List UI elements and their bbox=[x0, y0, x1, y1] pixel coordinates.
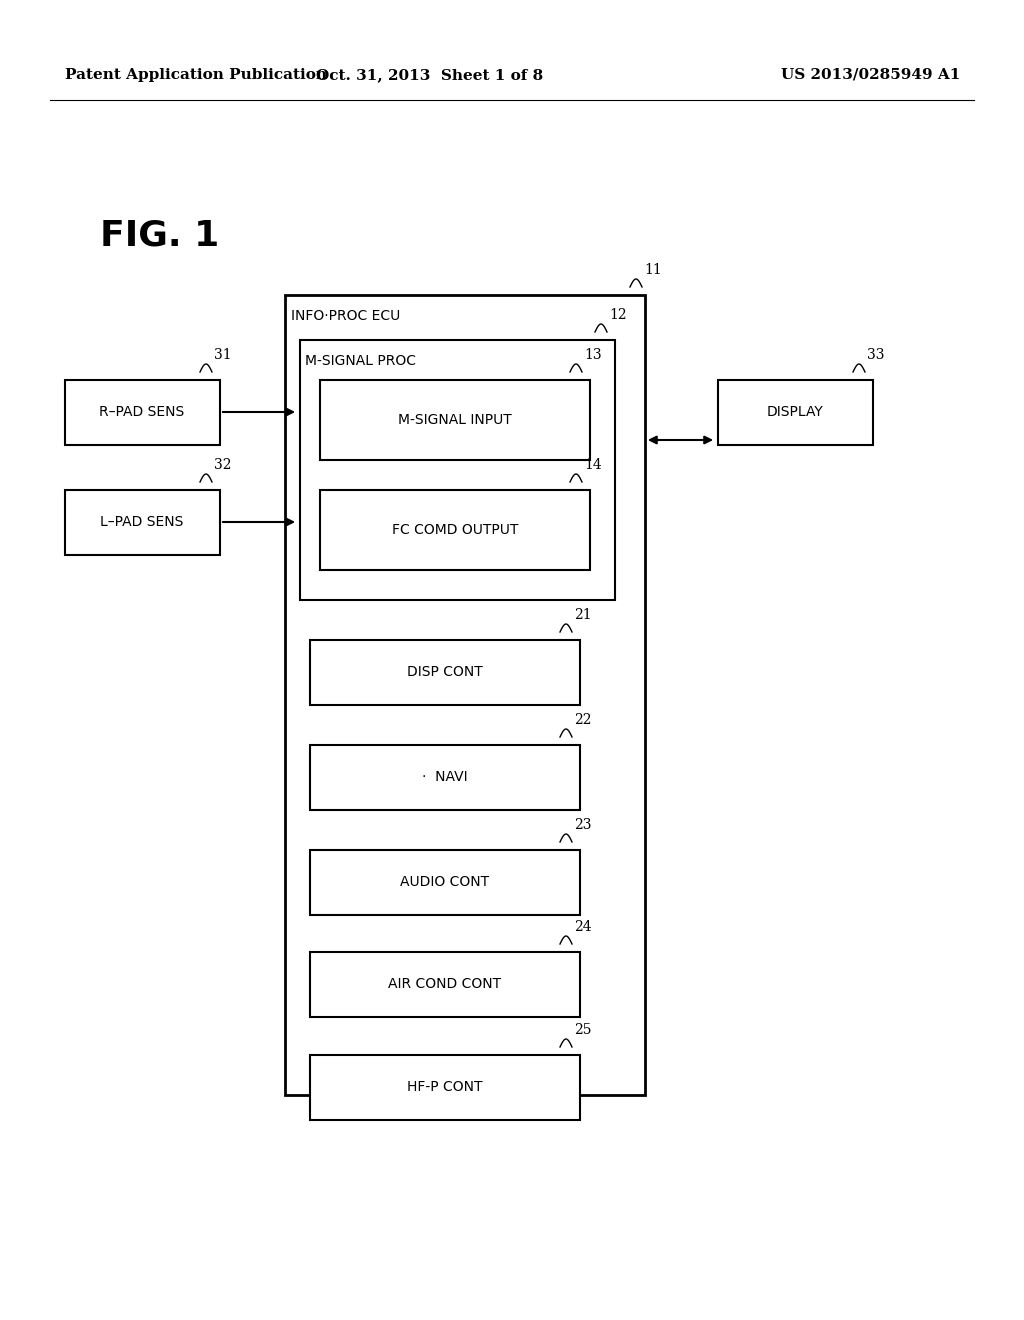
Text: AUDIO CONT: AUDIO CONT bbox=[400, 875, 489, 888]
Text: 21: 21 bbox=[574, 609, 592, 622]
Text: M-SIGNAL INPUT: M-SIGNAL INPUT bbox=[398, 413, 512, 426]
Bar bbox=[718, 380, 873, 445]
Bar bbox=[310, 744, 580, 810]
Text: DISP CONT: DISP CONT bbox=[408, 665, 483, 678]
Text: HF-P CONT: HF-P CONT bbox=[408, 1080, 482, 1094]
Text: 11: 11 bbox=[644, 263, 662, 277]
Bar bbox=[310, 952, 580, 1016]
Text: 32: 32 bbox=[214, 458, 231, 473]
Text: 33: 33 bbox=[867, 348, 885, 362]
Text: Oct. 31, 2013  Sheet 1 of 8: Oct. 31, 2013 Sheet 1 of 8 bbox=[316, 69, 544, 82]
Text: 24: 24 bbox=[574, 920, 592, 935]
Bar bbox=[319, 490, 590, 570]
Bar bbox=[310, 640, 580, 705]
Text: FC COMD OUTPUT: FC COMD OUTPUT bbox=[392, 523, 518, 537]
Text: 25: 25 bbox=[574, 1023, 592, 1038]
Text: FIG. 1: FIG. 1 bbox=[100, 218, 219, 252]
Text: 31: 31 bbox=[214, 348, 231, 362]
Text: 14: 14 bbox=[584, 458, 602, 473]
Bar bbox=[65, 490, 220, 554]
Bar bbox=[319, 380, 590, 459]
Bar bbox=[300, 341, 615, 601]
Bar bbox=[285, 294, 645, 1096]
Bar bbox=[310, 1055, 580, 1119]
Text: L–PAD SENS: L–PAD SENS bbox=[100, 515, 183, 529]
Text: US 2013/0285949 A1: US 2013/0285949 A1 bbox=[780, 69, 961, 82]
Text: 22: 22 bbox=[574, 713, 592, 727]
Text: R–PAD SENS: R–PAD SENS bbox=[99, 405, 184, 418]
Text: ·  NAVI: · NAVI bbox=[422, 770, 468, 784]
Text: 13: 13 bbox=[584, 348, 602, 362]
Text: Patent Application Publication: Patent Application Publication bbox=[65, 69, 327, 82]
Text: AIR COND CONT: AIR COND CONT bbox=[388, 977, 502, 991]
Text: DISPLAY: DISPLAY bbox=[767, 405, 823, 418]
Text: M-SIGNAL PROC: M-SIGNAL PROC bbox=[305, 354, 416, 368]
Bar bbox=[310, 850, 580, 915]
Text: INFO·PROC ECU: INFO·PROC ECU bbox=[291, 309, 400, 323]
Bar bbox=[65, 380, 220, 445]
Text: 23: 23 bbox=[574, 818, 592, 832]
Text: 12: 12 bbox=[609, 308, 627, 322]
